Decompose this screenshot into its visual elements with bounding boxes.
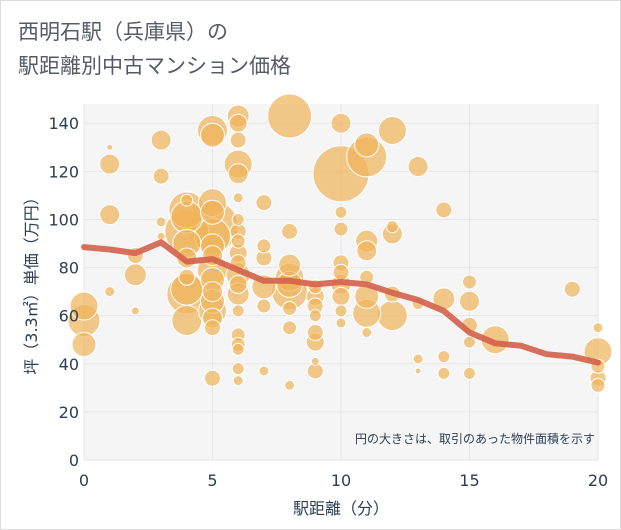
x-tick-label: 10 [331, 471, 351, 490]
x-tick-label: 20 [588, 471, 608, 490]
bubble-point [463, 335, 476, 349]
x-tick-label: 0 [79, 471, 89, 490]
bubble-point [229, 131, 247, 149]
bubble-point [71, 332, 97, 358]
bubble-point [462, 274, 477, 290]
bubble-point [204, 319, 221, 337]
bubble-point [414, 367, 422, 375]
bubble-point [256, 238, 272, 254]
bubble-point [204, 369, 221, 387]
y-tick-label: 0 [69, 451, 79, 470]
bubble-point [152, 167, 170, 185]
bubble-point [281, 222, 299, 240]
bubble-point [334, 205, 348, 219]
bubble-point [376, 300, 408, 332]
x-tick-label: 5 [207, 471, 217, 490]
y-tick-label: 120 [48, 162, 79, 181]
bubble-point [407, 156, 429, 178]
bubble-point [437, 366, 451, 380]
bubble-point [334, 304, 348, 318]
x-axis-ticks: 0 5 10 15 20 [79, 471, 608, 490]
bubble-point [377, 115, 407, 145]
bubble-point [99, 153, 121, 175]
bubble-point [156, 231, 166, 241]
y-axis-ticks: 0 20 40 60 80 100 120 140 [48, 114, 79, 470]
y-tick-label: 100 [48, 210, 79, 229]
bubble-point [202, 281, 223, 303]
bubble-size-note: 円の大きさは、取引のあった物件面積を示す [355, 431, 595, 446]
average-price-line [81, 239, 601, 366]
bubble-point [330, 112, 352, 134]
bubble-point [232, 375, 244, 387]
bubble-point [200, 199, 225, 225]
y-tick-label: 140 [48, 114, 79, 133]
bubble-point [171, 304, 203, 336]
bubble-point [231, 304, 245, 318]
bubble-point [335, 317, 347, 329]
bubble-point [228, 274, 248, 294]
bubble-point [255, 194, 273, 212]
bubble-point [412, 353, 424, 365]
bubble-point [308, 309, 322, 323]
bubble-point [99, 204, 121, 226]
bubble-point [361, 327, 373, 339]
x-axis-label: 駅距離（分） [293, 499, 389, 518]
bubble-point [437, 350, 451, 364]
bubble-point [306, 324, 324, 342]
chart-title-line-2: 駅距離別中古マンション価格 [18, 54, 291, 78]
bubble-point [354, 132, 380, 158]
y-tick-label: 20 [59, 403, 79, 422]
bubble-point [563, 280, 581, 298]
bubble-point [230, 233, 246, 249]
bubble-point [130, 306, 140, 316]
bubble-point [258, 365, 270, 377]
y-tick-label: 80 [59, 259, 79, 278]
bubble-point [231, 342, 245, 356]
bubble-point [284, 379, 296, 391]
bubble-point [278, 253, 302, 277]
bubble-point [150, 129, 172, 151]
bubble-point [459, 290, 480, 312]
chart-title-line-1: 西明石駅（兵庫県）の [18, 20, 228, 44]
bubble-point [356, 240, 378, 262]
bubble-point [180, 193, 194, 207]
bubble-point [231, 362, 245, 376]
bubble-point [104, 286, 116, 298]
bubble-point [435, 201, 453, 219]
bubble-point [178, 268, 196, 286]
y-tick-label: 40 [59, 355, 79, 374]
x-tick-label: 15 [459, 471, 479, 490]
bubble-point [232, 192, 244, 204]
bubble-point [331, 286, 351, 306]
y-tick-label: 60 [59, 307, 79, 326]
chart-title: 西明石駅（兵庫県）の 駅距離別中古マンション価格 [18, 15, 291, 83]
bubble-point [310, 356, 320, 366]
bubble-point [590, 377, 606, 393]
bubble-point [267, 93, 313, 139]
bubble-point [282, 300, 298, 316]
bubbles [67, 93, 613, 393]
bubble-point [385, 220, 399, 234]
bubble-point [282, 320, 298, 336]
bubble-point [333, 221, 349, 237]
bubble-point [106, 143, 114, 151]
bubble-point [69, 291, 99, 321]
bubble-point [227, 163, 249, 185]
bubble-point [592, 322, 604, 334]
bubble-point [155, 216, 167, 228]
bubble-point [256, 298, 272, 314]
bubble-point [123, 263, 147, 287]
bubble-point [332, 263, 350, 281]
bubble-point [228, 113, 248, 133]
bubble-point [463, 366, 476, 380]
bubble-point [231, 212, 245, 226]
bubble-point [200, 122, 225, 148]
y-axis-label: 坪（3.3㎡）単価（万円） [22, 189, 41, 374]
